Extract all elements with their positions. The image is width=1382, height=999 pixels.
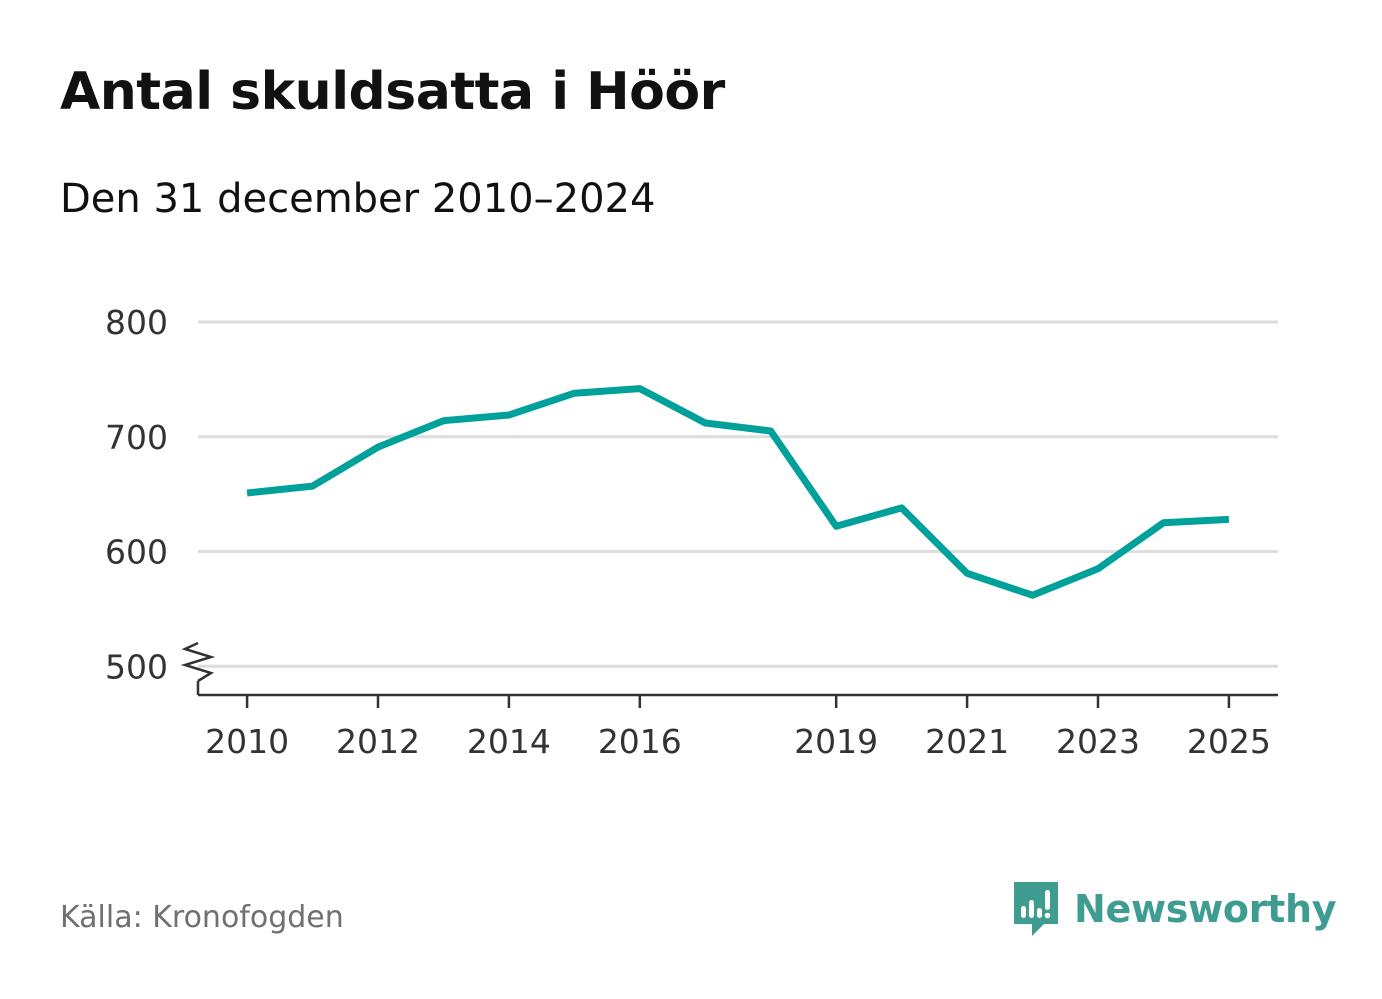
x-tick-label: 2012 bbox=[336, 722, 420, 761]
chart-title: Antal skuldsatta i Höör bbox=[60, 62, 725, 122]
brand-name: Newsworthy bbox=[1074, 887, 1337, 931]
y-axis-break-icon bbox=[180, 641, 216, 683]
line-chart: 500 600 700 800 2010 2012 2014 2016 2019 2021 2023… bbox=[105, 303, 1278, 761]
y-tick-label: 800 bbox=[105, 303, 168, 342]
y-tick-label: 700 bbox=[105, 418, 168, 457]
x-tick-label: 2021 bbox=[925, 722, 1009, 761]
x-tick-label: 2025 bbox=[1187, 722, 1271, 761]
y-tick-label: 600 bbox=[105, 533, 168, 572]
x-tick-label: 2010 bbox=[205, 722, 289, 761]
x-tick-label: 2023 bbox=[1056, 722, 1140, 761]
x-tick-label: 2019 bbox=[794, 722, 878, 761]
series-line-0 bbox=[246, 385, 1230, 599]
x-tick-label: 2016 bbox=[598, 722, 682, 761]
x-tick-label: 2014 bbox=[467, 722, 551, 761]
chart-subtitle: Den 31 december 2010–2024 bbox=[60, 176, 656, 222]
newsworthy-logo-icon bbox=[1014, 882, 1058, 936]
source-note: Källa: Kronofogden bbox=[60, 900, 344, 935]
y-tick-label: 500 bbox=[105, 647, 168, 686]
brand-logo: Newsworthy bbox=[1010, 878, 1337, 940]
